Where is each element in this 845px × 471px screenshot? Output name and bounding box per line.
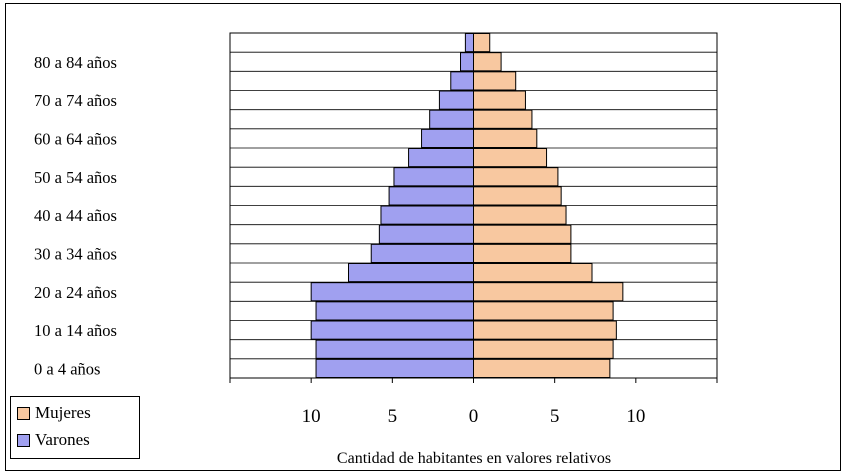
legend-item-mujeres: Mujeres xyxy=(17,403,91,423)
y-tick-label: 20 a 24 años xyxy=(34,283,117,302)
bar-varones-13 xyxy=(429,109,475,129)
bar-mujeres-9 xyxy=(473,186,562,206)
legend-swatch-mujeres xyxy=(17,406,30,420)
bar-mujeres-5 xyxy=(473,263,593,283)
y-tick-label: 70 a 74 años xyxy=(34,91,117,110)
bar-mujeres-15 xyxy=(473,71,517,91)
bar-varones-9 xyxy=(388,186,474,206)
bar-mujeres-2 xyxy=(473,320,617,340)
y-tick-label: 50 a 54 años xyxy=(34,168,117,187)
bars xyxy=(310,33,624,379)
bar-mujeres-0 xyxy=(473,358,611,379)
bar-mujeres-7 xyxy=(473,224,572,244)
y-tick-label: 40 a 44 años xyxy=(34,206,117,225)
bar-varones-10 xyxy=(393,167,474,187)
bar-mujeres-3 xyxy=(473,301,614,321)
y-tick-label: 30 a 34 años xyxy=(34,244,117,263)
bar-mujeres-16 xyxy=(473,52,502,72)
legend-swatch-varones xyxy=(17,433,30,447)
y-tick-label: 80 a 84 años xyxy=(34,53,117,72)
x-tick-label: 0 xyxy=(469,406,479,427)
legend: Mujeres Varones xyxy=(10,396,140,459)
bar-varones-7 xyxy=(378,224,475,244)
bar-varones-17 xyxy=(464,33,474,53)
bar-varones-0 xyxy=(315,358,474,379)
bar-mujeres-1 xyxy=(473,339,614,359)
bar-mujeres-11 xyxy=(473,148,548,168)
bar-varones-5 xyxy=(348,263,474,283)
axes xyxy=(229,377,718,383)
x-tick-label: 5 xyxy=(550,406,560,427)
bar-mujeres-6 xyxy=(473,243,572,263)
x-tick-label: 10 xyxy=(626,406,645,427)
y-tick-label: 0 a 4 años xyxy=(34,359,100,378)
legend-label-mujeres: Mujeres xyxy=(35,403,91,422)
bar-mujeres-14 xyxy=(473,90,526,110)
legend-label-varones: Varones xyxy=(35,430,90,449)
bar-varones-16 xyxy=(460,52,475,72)
bar-varones-14 xyxy=(438,90,475,110)
tick-labels: 10 5 0 5 10 0 a 4 años 10 a 14 años 20 a 24 año… xyxy=(34,53,645,427)
bar-varones-2 xyxy=(310,320,474,340)
bar-varones-3 xyxy=(315,301,474,321)
bar-mujeres-8 xyxy=(473,205,567,225)
x-tick-label: 5 xyxy=(388,406,398,427)
bar-mujeres-4 xyxy=(473,282,624,302)
bar-varones-12 xyxy=(421,128,475,148)
bar-varones-15 xyxy=(450,71,475,91)
bar-mujeres-17 xyxy=(473,33,491,53)
y-tick-label: 10 a 14 años xyxy=(34,321,117,340)
legend-item-varones: Varones xyxy=(17,430,90,450)
y-tick-label: 60 a 64 años xyxy=(34,129,117,148)
x-axis-title: Cantidad de habitantes en valores relati… xyxy=(336,450,612,467)
bar-mujeres-12 xyxy=(473,128,538,148)
bar-varones-8 xyxy=(380,205,474,225)
bar-varones-11 xyxy=(408,148,475,168)
bar-mujeres-13 xyxy=(473,109,533,129)
bar-varones-1 xyxy=(315,339,474,359)
bar-varones-6 xyxy=(370,243,475,263)
x-tick-label: 10 xyxy=(302,406,321,427)
bar-mujeres-10 xyxy=(473,167,559,187)
bar-varones-4 xyxy=(310,282,474,302)
